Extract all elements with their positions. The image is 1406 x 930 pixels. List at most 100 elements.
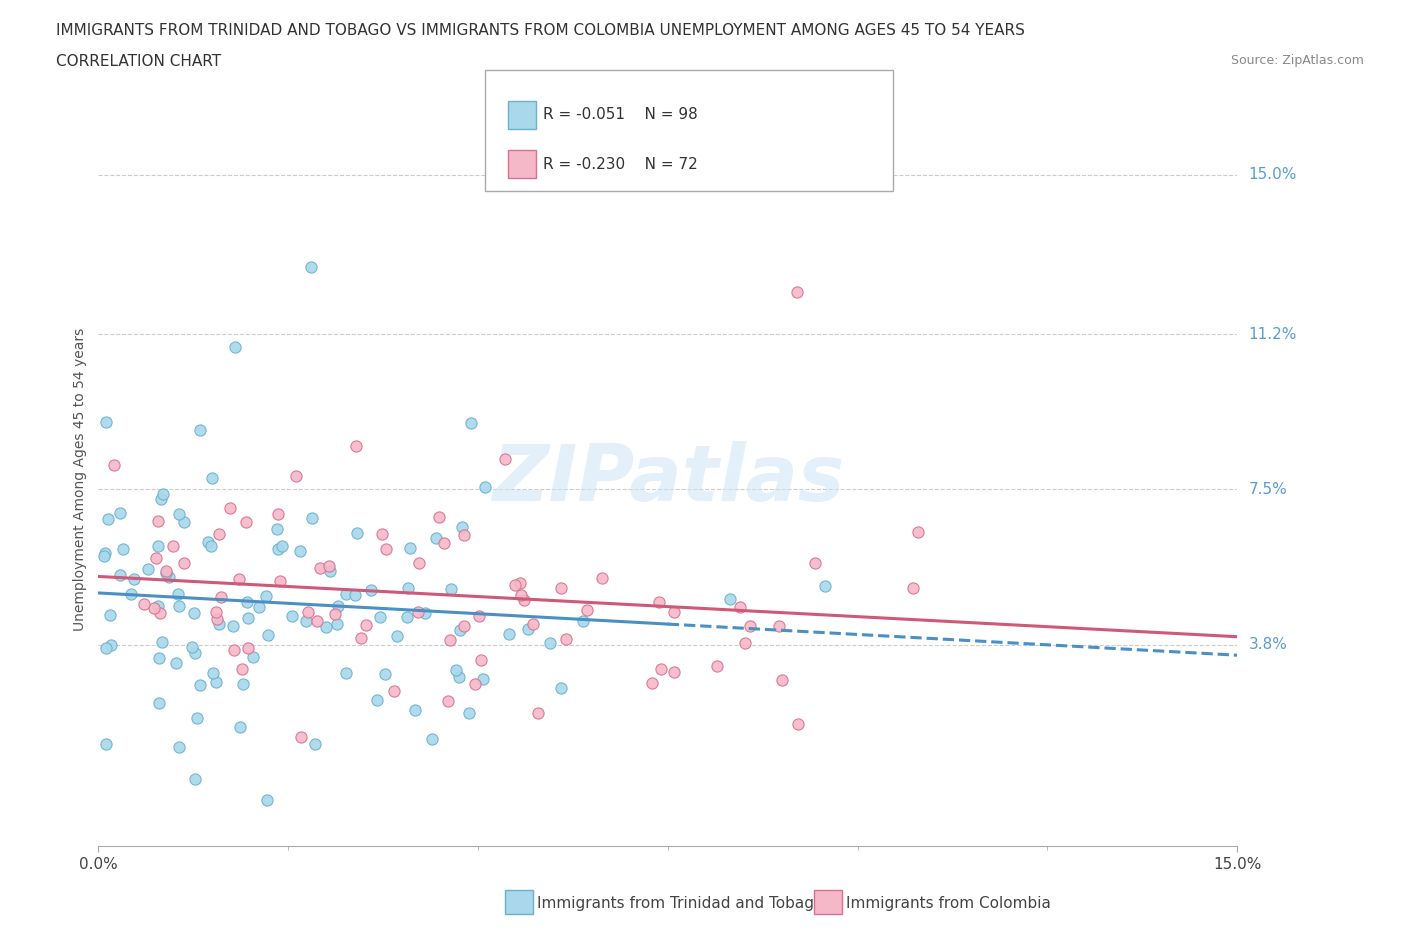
Point [447,670,470,684]
Point [299,259,322,274]
Point [111,542,134,557]
Point [167,599,190,614]
Point [554,631,576,646]
Point [294,614,316,629]
Point [97,512,120,527]
Point [803,556,825,571]
Point [235,514,257,529]
Point [209,589,232,604]
Point [728,600,751,615]
Point [517,621,540,636]
Point [188,422,211,437]
Point [450,520,472,535]
Point [148,651,170,666]
Point [522,617,544,631]
Point [304,737,326,751]
Point [138,562,160,577]
Point [510,587,533,602]
Point [446,663,468,678]
Point [396,610,419,625]
Point [205,612,228,627]
Point [396,581,419,596]
Point [315,619,337,634]
Point [284,469,307,484]
Point [335,666,357,681]
Text: CORRELATION CHART: CORRELATION CHART [56,54,221,69]
Point [162,538,184,553]
Point [224,643,246,658]
Point [183,605,205,620]
Point [218,501,240,516]
Point [270,573,292,588]
Point [768,618,790,633]
Point [404,703,426,718]
Point [157,569,180,584]
Point [236,610,259,625]
Point [575,603,598,618]
Point [427,509,450,524]
Point [288,543,311,558]
Point [375,541,398,556]
Point [183,646,205,661]
Point [94,545,117,560]
Text: R = -0.051    N = 98: R = -0.051 N = 98 [543,108,697,123]
Point [457,706,479,721]
Point [474,480,496,495]
Point [280,608,302,623]
Point [169,739,191,754]
Point [814,578,837,593]
Point [197,535,219,550]
Point [449,623,471,638]
Point [267,542,290,557]
Point [267,507,290,522]
Text: R = -0.230    N = 72: R = -0.230 N = 72 [543,156,697,171]
Point [142,601,165,616]
Y-axis label: Unemployment Among Ages 45 to 54 years: Unemployment Among Ages 45 to 54 years [73,327,87,631]
Point [94,641,117,656]
Point [166,586,188,601]
Point [344,588,367,603]
Point [368,610,391,625]
Point [453,618,475,633]
Point [494,452,516,467]
Point [148,538,170,553]
Point [108,505,131,520]
Point [356,618,378,633]
Point [641,676,664,691]
Point [186,711,208,725]
Text: 3.8%: 3.8% [1249,637,1288,652]
Point [527,706,550,721]
Point [662,604,685,619]
Point [150,491,173,506]
Point [152,486,174,501]
Point [662,664,685,679]
Point [346,526,368,541]
Point [503,578,526,592]
Point [437,693,460,708]
Point [94,415,117,430]
Point [509,576,531,591]
Point [301,510,323,525]
Point [271,538,294,553]
Point [266,522,288,537]
Point [229,720,252,735]
Point [572,614,595,629]
Point [498,627,520,642]
Point [122,572,145,587]
Point [440,581,463,596]
Point [706,658,728,673]
Point [770,672,793,687]
Point [344,439,367,454]
Point [155,565,177,580]
Text: 15.0%: 15.0% [1249,167,1296,182]
Point [425,531,447,546]
Text: Immigrants from Colombia: Immigrants from Colombia [846,897,1052,911]
Point [183,772,205,787]
Text: Source: ZipAtlas.com: Source: ZipAtlas.com [1230,54,1364,67]
Point [718,591,741,606]
Point [224,339,246,354]
Point [93,549,115,564]
Point [120,586,142,601]
Point [550,681,572,696]
Point [231,662,253,677]
